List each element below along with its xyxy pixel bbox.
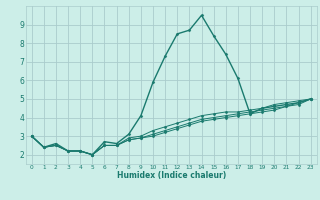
X-axis label: Humidex (Indice chaleur): Humidex (Indice chaleur) [116,171,226,180]
